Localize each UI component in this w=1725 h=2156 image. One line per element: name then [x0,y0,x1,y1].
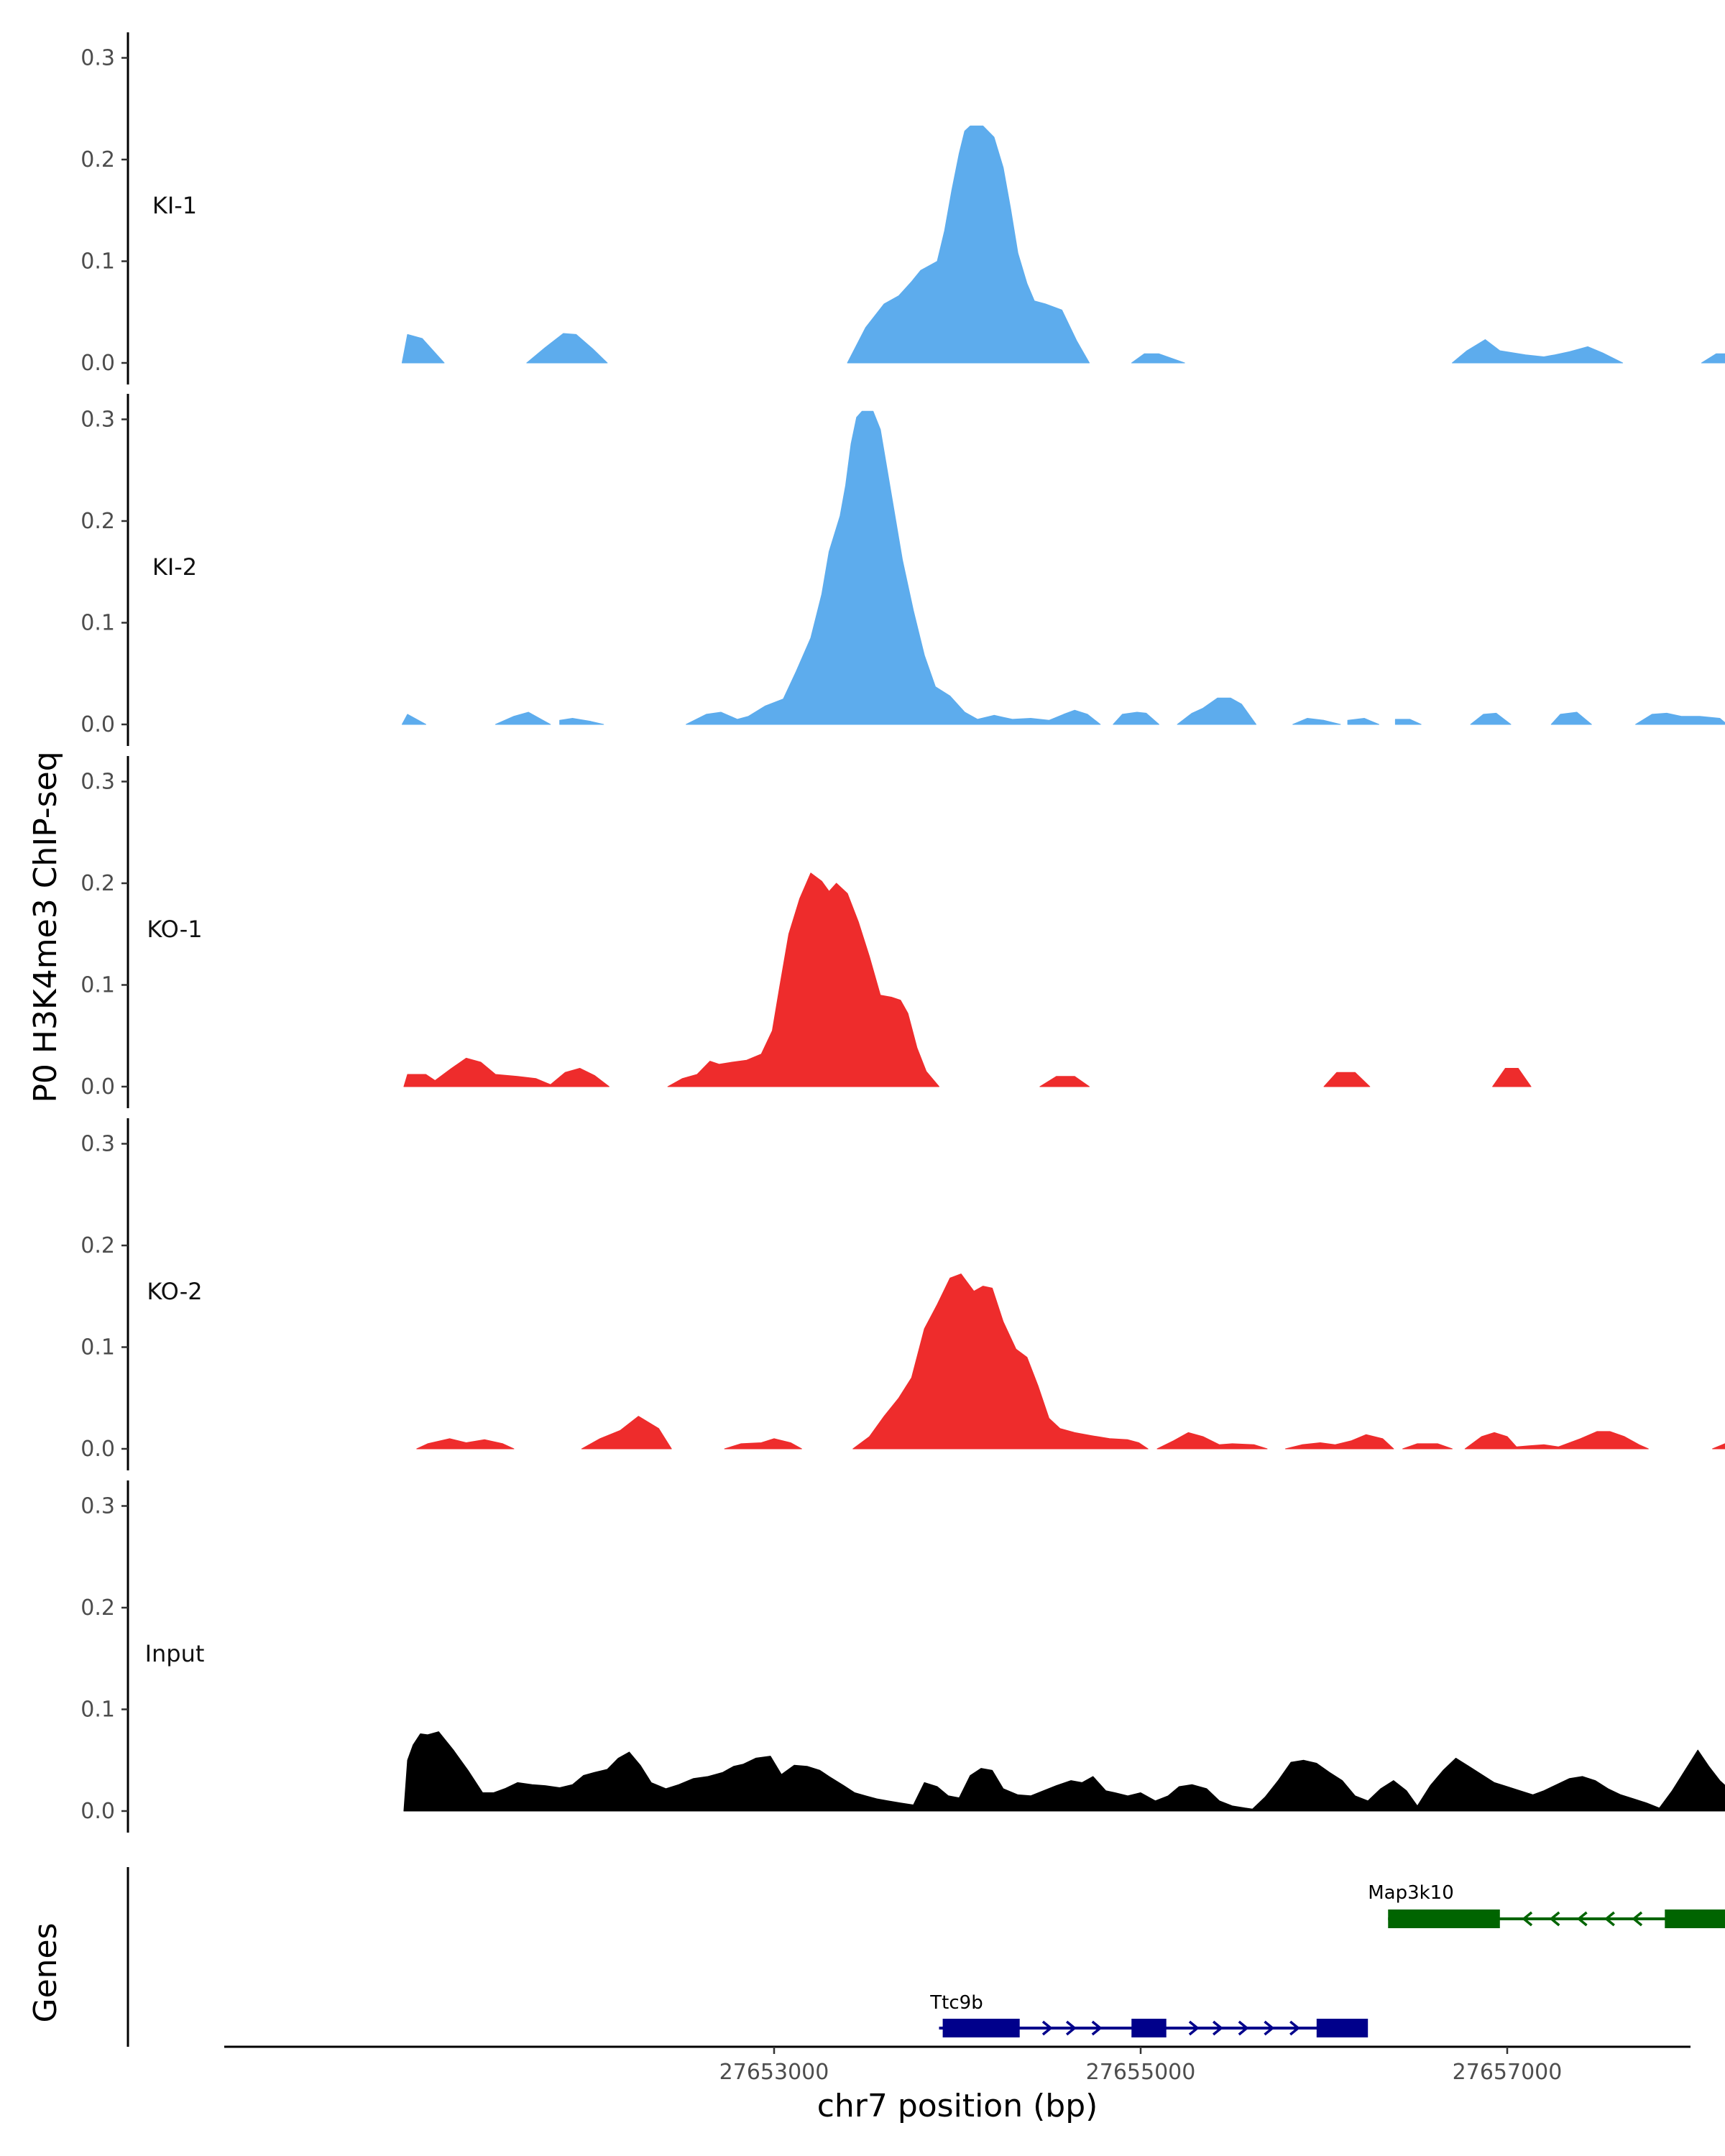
y-tick-label: 0.1 [80,973,115,998]
signal-area [403,1057,610,1087]
y-tick-label: 0.2 [80,871,115,896]
signal-area [401,714,426,725]
gene-exon [1665,1909,1725,1928]
signal-area [686,410,1101,725]
track-ki-2: 0.0 0.1 0.2 0.3 KI-2 [80,394,1725,746]
track-label: KO-2 [147,1278,202,1305]
strand-arrow [1264,2020,1275,2036]
track-ko-2: 0.0 0.1 0.2 0.3 KO-2 [80,1118,1725,1470]
strand-arrow [1576,1911,1588,1927]
y-tick-label: 0.3 [80,46,115,71]
signal-area [1550,711,1592,725]
strand-arrow [1041,2020,1053,2036]
signal-area [416,1438,515,1450]
x-tick-label: 27653000 [719,2060,829,2085]
y-axis-title: P0 H3K4me3 ChIP-seq [27,751,64,1102]
track-label: KI-2 [152,553,197,581]
strand-arrow [1065,2020,1077,2036]
signal-area [1323,1072,1371,1087]
signal-area [1347,718,1379,725]
track-ko-1: 0.0 0.1 0.2 0.3 KO-1 [80,756,1532,1108]
signal-area [526,333,608,364]
gene-map3k10: Map3k10 [1368,1882,1725,1928]
track-label: Input [145,1640,205,1667]
signal-area [1492,1068,1532,1087]
signal-area [847,125,1090,364]
track-label: KO-1 [147,916,202,943]
signal-area [1470,712,1512,725]
genes-axis-title: Genes [27,1922,64,2022]
signal-area [1131,353,1185,364]
y-tick-label: 0.3 [80,770,115,795]
signal-area [1635,712,1725,725]
signal-area [401,333,445,364]
y-tick-label: 0.2 [80,1233,115,1258]
y-tick-label: 0.1 [80,249,115,275]
y-tick-label: 0.2 [80,509,115,534]
signal-tracks: 0.00.10.20.3KI-10.00.10.20.3KI-20.00.10.… [80,32,1725,1833]
signal-area [1701,353,1725,364]
signal-area [1712,1443,1725,1450]
track-input: 0.0 0.1 0.2 0.3 Input [80,1480,1725,1833]
gene-annotation-track: Map3k10 Ttc9b [126,1867,1725,2047]
y-tick-label: 0.3 [80,1494,115,1519]
signal-area [559,718,604,725]
y-tick-label: 0.0 [80,712,115,737]
signal-area [1394,719,1422,725]
x-axis: 27653000276550002765700027659000 [224,2045,1690,2085]
y-tick-label: 0.2 [80,147,115,172]
track-ki-1: 0.0 0.1 0.2 0.3 KI-1 [80,32,1725,384]
gene-exon [942,2019,1020,2037]
signal-area [1177,697,1257,725]
strand-arrow [1238,2020,1249,2036]
y-tick-label: 0.0 [80,1799,115,1824]
strand-arrow [1632,1911,1643,1927]
y-tick-label: 0.0 [80,1074,115,1100]
gene-label: Map3k10 [1368,1882,1454,1904]
signal-area [1464,1431,1649,1450]
gene-exon [1316,2019,1368,2037]
y-tick-label: 0.1 [80,1335,115,1360]
signal-area [1292,718,1341,725]
strand-arrow [1604,1911,1615,1927]
signal-area [1285,1434,1394,1450]
strand-arrow [1289,2020,1300,2036]
x-axis-title: chr7 position (bp) [817,2088,1098,2124]
gene-exon [1388,1909,1500,1928]
y-tick-label: 0.1 [80,1697,115,1723]
signal-area [1452,339,1624,364]
y-tick-label: 0.3 [80,407,115,433]
signal-area [852,1273,1149,1450]
y-tick-label: 0.0 [80,1437,115,1462]
track-label: KI-1 [152,192,197,219]
strand-arrow [1212,2020,1223,2036]
signal-area [403,1731,1725,1812]
strand-arrow [1549,1911,1560,1927]
strand-arrow [1188,2020,1200,2036]
x-tick-label: 27655000 [1086,2060,1196,2085]
strand-arrow [1522,1911,1533,1927]
signal-area [1039,1076,1090,1087]
y-tick-label: 0.2 [80,1595,115,1621]
x-tick-label: 27657000 [1453,2060,1563,2085]
y-tick-label: 0.3 [80,1132,115,1157]
signal-area [1402,1443,1453,1450]
gene-label: Ttc9b [929,1992,983,2014]
signal-area [667,872,939,1087]
signal-area [1156,1432,1268,1450]
signal-area [581,1416,672,1450]
signal-area [494,711,551,725]
gene-ttc9b: Ttc9b [929,1992,1368,2037]
signal-area [724,1438,802,1450]
strand-arrow [1091,2020,1103,2036]
y-tick-label: 0.0 [80,351,115,376]
gene-exon [1131,2019,1167,2037]
signal-area [1113,711,1159,725]
y-tick-label: 0.1 [80,611,115,636]
